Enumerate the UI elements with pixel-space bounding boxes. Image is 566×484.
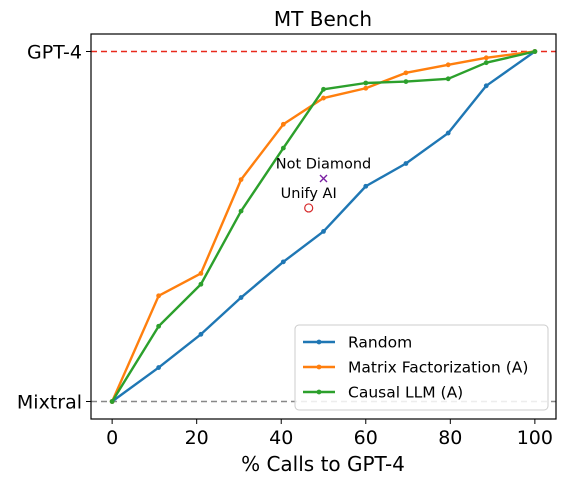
x-tick-label: 0 [106,427,118,449]
legend-marker-matrix-factorization-a [316,364,322,370]
data-point-matrix-factorization-a [403,70,409,76]
x-tick-label: 20 [185,427,209,449]
chart-title: MT Bench [274,7,372,31]
data-point-random [321,229,326,234]
data-point-matrix-factorization-a [280,121,286,127]
y-tick-label-gpt-4: GPT-4 [27,42,82,64]
legend-label-matrix-factorization-a: Matrix Factorization (A) [348,359,528,377]
data-point-matrix-factorization-a [445,62,451,68]
legend-label-random: Random [348,334,412,352]
x-tick-label: 40 [269,427,293,449]
plot-frame [90,33,557,420]
data-point-causal-llm-a [483,60,489,66]
legend-marker-random [316,339,322,345]
annotations: Not Diamond Unify AI [276,157,371,213]
data-point-matrix-factorization-a [321,95,326,101]
data-point-random [483,83,489,89]
data-point-random [156,365,162,370]
data-point-causal-llm-a [238,208,244,214]
data-point-causal-llm-a [198,281,204,287]
data-point-causal-llm-a [109,399,115,404]
data-point-matrix-factorization-a [156,293,162,299]
axes: 0 20 40 60 80 100 Mixtral GPT-4 [17,42,553,450]
y-tick-label-mixtral: Mixtral [17,392,82,414]
data-point-random [363,183,369,189]
x-axis-label: % Calls to GPT-4 [241,452,405,476]
data-point-causal-llm-a [363,80,369,86]
data-point-matrix-factorization-a [483,55,489,61]
annotation-marker-not-diamond [319,174,328,183]
data-point-causal-llm-a [321,86,326,92]
data-point-causal-llm-a [403,79,409,84]
data-point-random [198,331,204,337]
data-point-matrix-factorization-a [363,85,369,91]
legend-box [294,324,549,411]
legend-label-causal-llm-a: Causal LLM (A) [348,384,463,402]
data-point-random [445,130,451,136]
data-point-matrix-factorization-a [238,177,244,183]
data-point-random [280,259,286,265]
data-point-causal-llm-a [445,76,451,82]
data-point-causal-llm-a [280,145,286,151]
data-point-random [403,161,409,166]
data-point-matrix-factorization-a [198,271,204,276]
x-tick-label: 100 [517,427,553,449]
annotation-marker-unify-ai [304,203,314,213]
data-point-random [238,295,244,300]
data-point-causal-llm-a [532,49,538,54]
annotation-label-unify-ai: Unify AI [281,186,337,202]
annotation-label-not-diamond: Not Diamond [276,157,371,173]
x-tick-label: 80 [438,427,462,449]
legend: Random Matrix Factorization (A) Causal LLM… [294,324,549,411]
x-tick-label: 60 [354,427,378,449]
data-point-causal-llm-a [156,323,162,329]
legend-marker-causal-llm-a [316,389,322,395]
